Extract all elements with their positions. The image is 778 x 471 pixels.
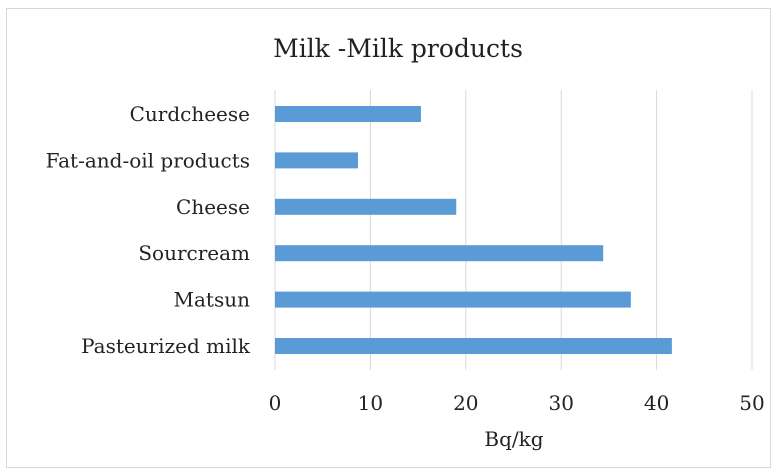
bar <box>275 152 358 169</box>
bar <box>275 106 421 122</box>
bar <box>275 291 631 308</box>
bar <box>275 198 457 215</box>
bars <box>275 106 672 354</box>
category-label: Matsun <box>174 288 251 312</box>
bar <box>275 338 672 354</box>
category-label: Fat-and-oil products <box>46 148 250 172</box>
x-tick-label: 50 <box>739 391 764 415</box>
x-axis-title: Bq/kg <box>484 427 543 451</box>
x-tick-label: 20 <box>453 391 478 415</box>
category-label: Sourcream <box>138 241 250 265</box>
category-labels: Curdcheese Fat-and-oil products Cheese Sour… <box>46 102 251 358</box>
chart-title: Milk -Milk products <box>273 34 523 63</box>
gridlines <box>274 90 753 370</box>
chart-frame <box>6 8 771 468</box>
x-tick-label: 40 <box>644 391 669 415</box>
bar <box>275 245 604 262</box>
x-tick-label: 0 <box>269 391 282 415</box>
category-label: Curdcheese <box>130 102 250 126</box>
x-tick-label: 30 <box>548 391 573 415</box>
x-tick-labels: 0 10 20 30 40 50 <box>269 391 765 415</box>
category-label: Cheese <box>176 195 250 219</box>
category-label: Pasteurized milk <box>81 334 251 358</box>
x-tick-label: 10 <box>358 391 383 415</box>
